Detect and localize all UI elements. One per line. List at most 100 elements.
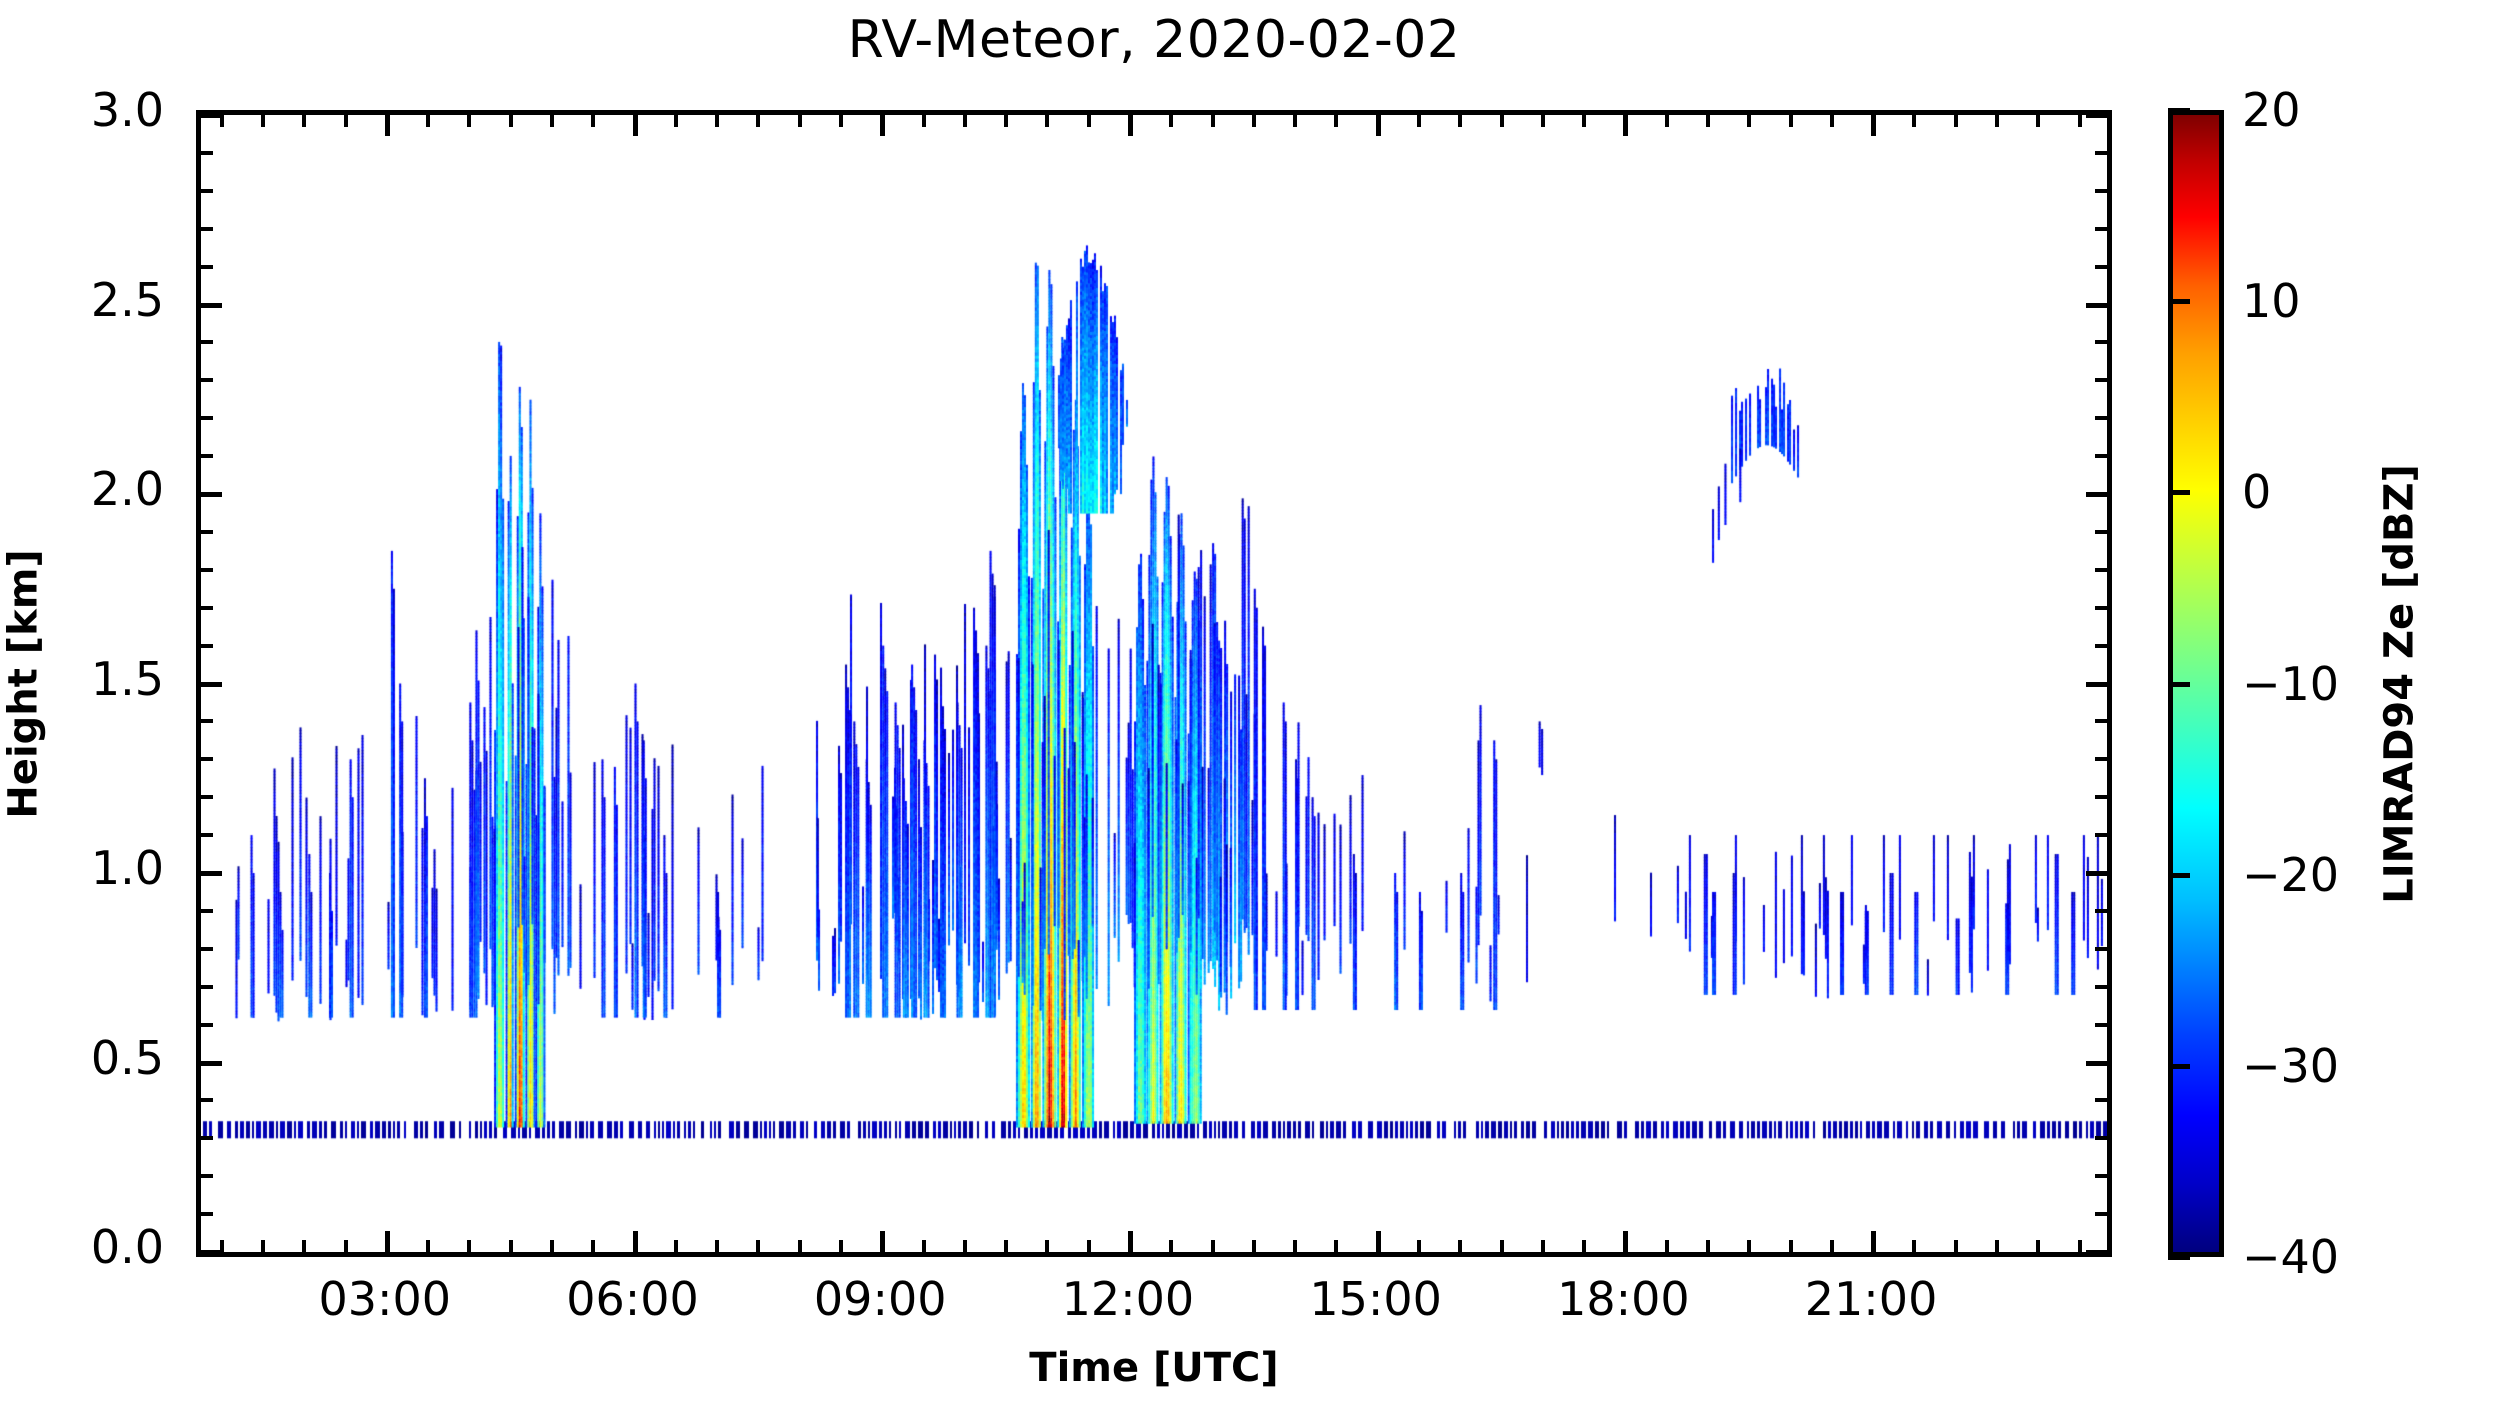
colorbar-tick-label: −40 bbox=[2242, 1230, 2340, 1284]
x-major-tick-top bbox=[1871, 115, 1877, 136]
y-major-tick bbox=[201, 492, 222, 497]
plot-axes bbox=[196, 110, 2112, 1257]
x-minor-tick-top bbox=[2077, 115, 2082, 127]
x-minor-tick-top bbox=[962, 115, 967, 127]
x-minor-tick-top bbox=[1953, 115, 1958, 127]
x-minor-tick-top bbox=[1004, 115, 1009, 127]
x-minor-tick-top bbox=[1499, 115, 1504, 127]
y-major-tick-right bbox=[2086, 871, 2107, 876]
y-minor-tick bbox=[201, 1136, 213, 1141]
x-minor-tick-top bbox=[1334, 115, 1339, 127]
y-axis-tick-labels: 0.0 0.5 1.0 1.5 2.0 2.5 3.0 bbox=[0, 83, 186, 1274]
x-minor-tick-top bbox=[1293, 115, 1298, 127]
x-minor-tick-top bbox=[673, 115, 678, 127]
y-minor-tick bbox=[201, 643, 213, 648]
x-minor-tick bbox=[1994, 1240, 1999, 1252]
x-minor-tick bbox=[467, 1240, 472, 1252]
x-minor-tick bbox=[1499, 1240, 1504, 1252]
y-minor-tick bbox=[201, 567, 213, 572]
x-minor-tick bbox=[260, 1240, 265, 1252]
x-major-tick bbox=[1871, 1231, 1877, 1252]
colorbar-tick-label: 10 bbox=[2242, 274, 2301, 329]
x-minor-tick bbox=[1705, 1240, 1710, 1252]
y-tick-label: 2.5 bbox=[90, 272, 164, 327]
x-minor-tick bbox=[673, 1240, 678, 1252]
y-major-tick bbox=[201, 115, 222, 118]
x-minor-tick-top bbox=[1169, 115, 1174, 127]
y-minor-tick-right bbox=[2095, 188, 2107, 193]
x-minor-tick bbox=[2077, 1240, 2082, 1252]
y-minor-tick-right bbox=[2095, 1022, 2107, 1027]
x-minor-tick-top bbox=[549, 115, 554, 127]
x-tick-label: 03:00 bbox=[318, 1272, 452, 1326]
y-minor-tick bbox=[201, 719, 213, 724]
x-minor-tick-top bbox=[1458, 115, 1463, 127]
y-minor-tick bbox=[201, 454, 213, 459]
x-minor-tick-top bbox=[797, 115, 802, 127]
y-minor-tick bbox=[201, 416, 213, 421]
x-minor-tick-top bbox=[343, 115, 348, 127]
colorbar-tick bbox=[2168, 108, 2190, 113]
x-major-tick-top bbox=[1127, 115, 1133, 136]
x-minor-tick-top bbox=[467, 115, 472, 127]
x-minor-tick-top bbox=[838, 115, 843, 127]
x-minor-tick bbox=[2036, 1240, 2041, 1252]
x-tick-label: 15:00 bbox=[1309, 1272, 1442, 1326]
y-minor-tick bbox=[201, 795, 213, 800]
x-major-tick-top bbox=[632, 115, 638, 136]
y-tick-label: 0.0 bbox=[90, 1220, 164, 1274]
colorbar-title-text: LIMRAD94 Ze [dBZ] bbox=[2377, 463, 2424, 904]
y-minor-tick-right bbox=[2095, 226, 2107, 231]
x-minor-tick bbox=[1540, 1240, 1545, 1252]
y-minor-tick-right bbox=[2095, 795, 2107, 800]
x-minor-tick bbox=[302, 1240, 307, 1252]
x-minor-tick bbox=[1045, 1240, 1050, 1252]
x-tick-label: 06:00 bbox=[566, 1272, 699, 1326]
y-minor-tick-right bbox=[2095, 264, 2107, 269]
x-minor-tick-top bbox=[1210, 115, 1215, 127]
colorbar-tick bbox=[2168, 872, 2190, 878]
colorbar-title: LIMRAD94 Ze [dBZ] bbox=[2370, 110, 2430, 1257]
y-minor-tick-right bbox=[2095, 1136, 2107, 1141]
y-major-tick-right bbox=[2086, 681, 2107, 687]
y-minor-tick-right bbox=[2095, 946, 2107, 951]
x-minor-tick-top bbox=[260, 115, 265, 127]
x-minor-tick bbox=[343, 1240, 348, 1252]
x-minor-tick-top bbox=[426, 115, 431, 127]
y-minor-tick bbox=[201, 150, 213, 155]
x-minor-tick-top bbox=[1747, 115, 1752, 127]
y-major-tick bbox=[201, 681, 222, 687]
heatmap-plot-area bbox=[201, 115, 2107, 1252]
y-major-tick-right bbox=[2086, 115, 2107, 118]
x-tick-label: 12:00 bbox=[1061, 1272, 1195, 1326]
y-minor-tick bbox=[201, 226, 213, 231]
x-minor-tick-top bbox=[1705, 115, 1710, 127]
y-tick-label: 0.5 bbox=[90, 1030, 164, 1085]
x-minor-tick bbox=[1210, 1240, 1215, 1252]
y-minor-tick-right bbox=[2095, 908, 2107, 913]
x-minor-tick-top bbox=[591, 115, 596, 127]
x-minor-tick bbox=[1747, 1240, 1752, 1252]
x-tick-label: 18:00 bbox=[1557, 1272, 1690, 1326]
y-minor-tick-right bbox=[2095, 1174, 2107, 1179]
x-major-tick-top bbox=[880, 115, 886, 136]
y-minor-tick-right bbox=[2095, 567, 2107, 572]
x-minor-tick bbox=[1458, 1240, 1463, 1252]
x-minor-tick bbox=[1169, 1240, 1174, 1252]
x-minor-tick bbox=[1953, 1240, 1958, 1252]
y-minor-tick bbox=[201, 264, 213, 269]
x-minor-tick bbox=[426, 1240, 431, 1252]
y-minor-tick bbox=[201, 188, 213, 193]
x-minor-tick bbox=[1293, 1240, 1298, 1252]
x-minor-tick bbox=[591, 1240, 596, 1252]
y-minor-tick-right bbox=[2095, 416, 2107, 421]
y-minor-tick bbox=[201, 1212, 213, 1217]
y-major-tick-right bbox=[2086, 302, 2107, 308]
x-minor-tick bbox=[1582, 1240, 1587, 1252]
x-major-tick bbox=[384, 1231, 390, 1252]
y-minor-tick bbox=[201, 1174, 213, 1179]
x-minor-tick bbox=[1086, 1240, 1091, 1252]
x-minor-tick bbox=[219, 1240, 224, 1252]
y-minor-tick bbox=[201, 833, 213, 838]
